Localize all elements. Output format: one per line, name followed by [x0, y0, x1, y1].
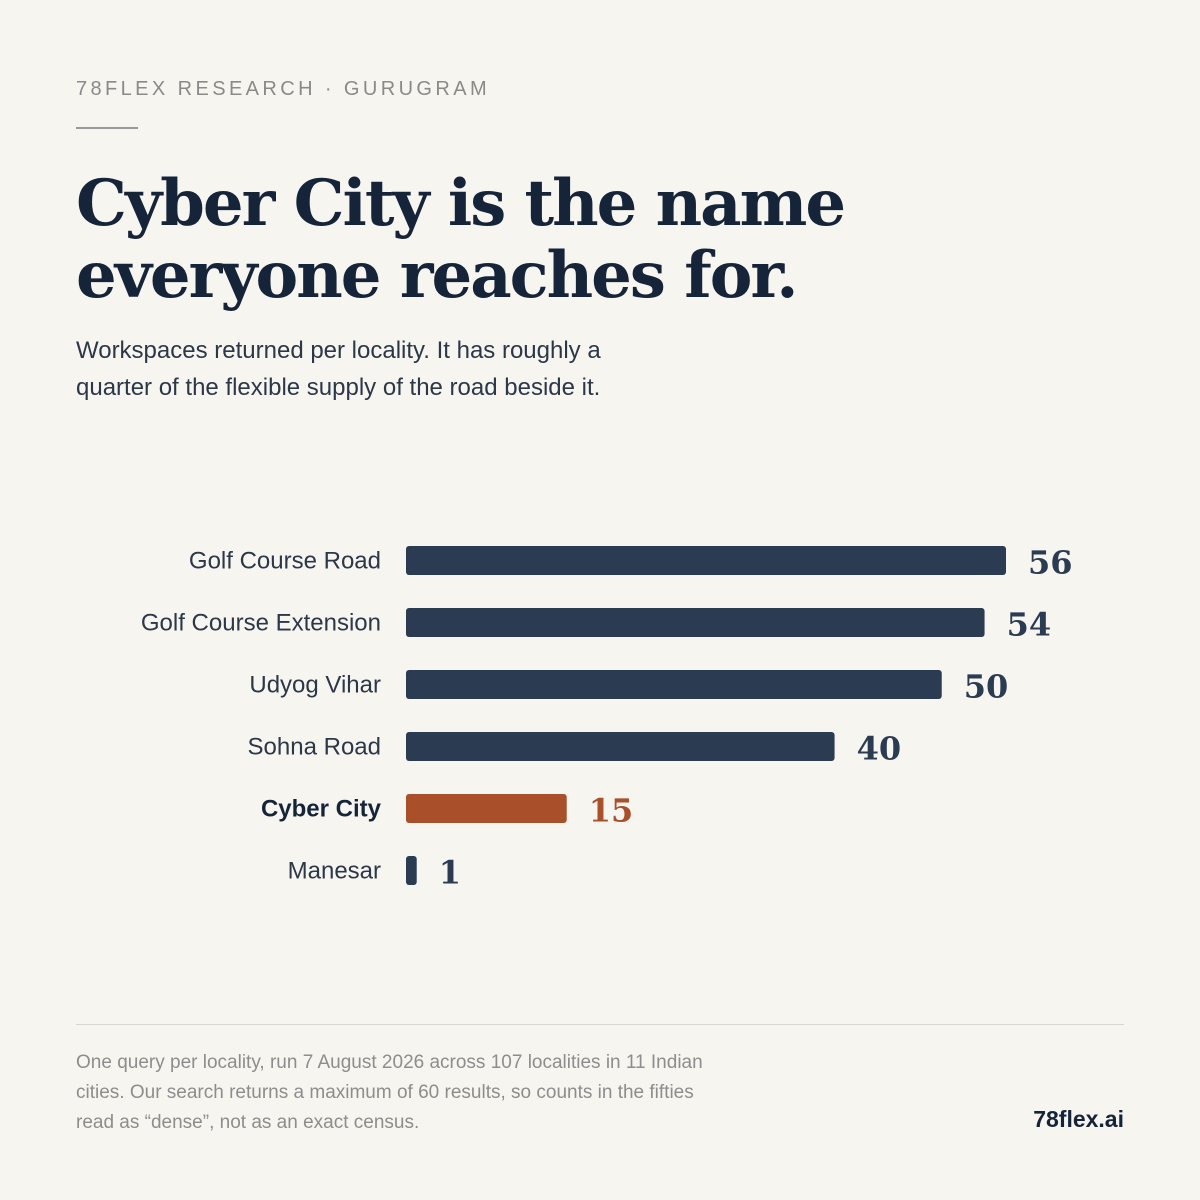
value-label: 56: [1028, 544, 1073, 582]
footnote-line-1: One query per locality, run 7 August 202…: [76, 1052, 703, 1073]
brand-logo[interactable]: 78flex.ai: [1033, 1106, 1124, 1132]
value-label: 50: [964, 668, 1009, 706]
category-label: Golf Course Extension: [141, 610, 381, 637]
title-line-1: Cyber City is the name: [76, 166, 846, 241]
category-label: Cyber City: [261, 796, 382, 823]
footer-divider: [76, 1024, 1124, 1025]
category-label: Golf Course Road: [189, 548, 381, 575]
bar-chart: Golf Course Road 56 Golf Course Extension 5…: [141, 544, 1073, 892]
eyebrow-rule: [76, 127, 138, 129]
category-label: Manesar: [288, 858, 381, 885]
category-label: Sohna Road: [248, 734, 381, 761]
bar: [406, 546, 1006, 575]
value-label: 1: [439, 854, 461, 892]
category-label: Udyog Vihar: [249, 672, 381, 699]
footnote-line-2: cities. Our search returns a maximum of …: [76, 1082, 694, 1103]
footnote: One query per locality, run 7 August 202…: [76, 1048, 766, 1138]
value-label: 54: [1007, 606, 1052, 644]
subtitle-line-2: quarter of the flexible supply of the ro…: [76, 374, 601, 401]
title-line-2: everyone reaches for.: [76, 238, 799, 313]
bar: [406, 732, 835, 761]
bar: [406, 608, 985, 637]
bar: [406, 670, 942, 699]
eyebrow: 78FLEX RESEARCH · GURUGRAM: [76, 78, 491, 100]
page-title: Cyber City is the name everyone reaches …: [76, 168, 976, 312]
bar: [406, 856, 417, 885]
bar: [406, 794, 567, 823]
footnote-line-3: read as “dense”, not as an exact census.: [76, 1112, 420, 1133]
subtitle: Workspaces returned per locality. It has…: [76, 332, 716, 406]
value-label: 40: [857, 730, 902, 768]
subtitle-line-1: Workspaces returned per locality. It has…: [76, 337, 601, 364]
value-label: 15: [589, 792, 634, 830]
